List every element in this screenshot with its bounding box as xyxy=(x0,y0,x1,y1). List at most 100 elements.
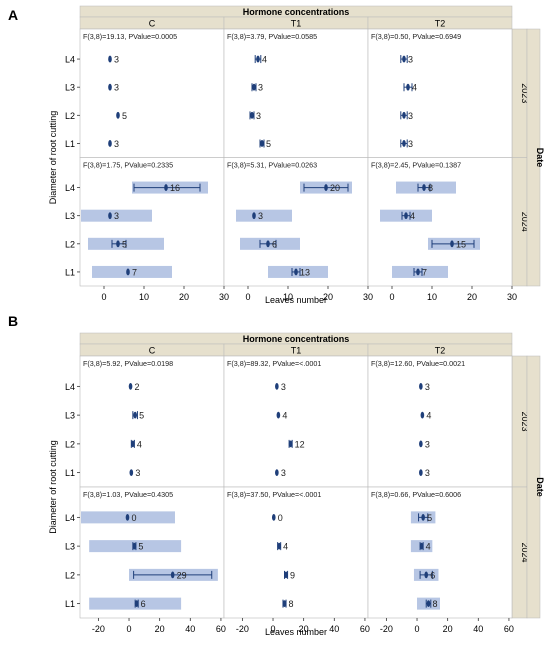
mean-marker xyxy=(402,140,406,147)
x-tick-label: 60 xyxy=(360,624,370,634)
date-strip xyxy=(526,355,541,619)
mean-marker xyxy=(324,184,328,191)
x-tick-label: 20 xyxy=(155,624,165,634)
mean-label: 3 xyxy=(281,382,286,392)
cell-frame xyxy=(367,355,513,488)
mean-marker xyxy=(421,513,425,521)
column-label: T1 xyxy=(291,19,302,29)
mean-label: 3 xyxy=(114,55,119,65)
mean-label: 3 xyxy=(256,111,261,121)
x-tick-label: 0 xyxy=(101,292,106,302)
mean-marker xyxy=(129,469,134,477)
cell-frame xyxy=(223,355,369,488)
column-label: T1 xyxy=(291,346,302,356)
x-tick-label: 0 xyxy=(415,624,420,634)
cell: 3 4 3 3 F(3,8)=12.60, PValue=0.0021 xyxy=(367,355,513,488)
x-tick-label: 20 xyxy=(179,292,189,302)
x-tick-label: 0 xyxy=(389,292,394,302)
anova-stat: F(3,8)=1.03, PValue=0.4305 xyxy=(83,490,173,499)
mean-label: 5 xyxy=(122,111,127,121)
mean-marker xyxy=(275,469,279,477)
cell-frame xyxy=(79,28,225,158)
x-tick-label: 0 xyxy=(245,292,250,302)
mean-label: 4 xyxy=(410,211,415,221)
column-label: T2 xyxy=(435,19,446,29)
x-axis-title: Leaves number xyxy=(265,627,327,637)
x-tick-label: 10 xyxy=(139,292,149,302)
mean-marker xyxy=(128,382,133,390)
x-tick-label: 10 xyxy=(427,292,437,302)
mean-label: 13 xyxy=(300,267,310,277)
mean-marker xyxy=(126,268,130,276)
x-tick-label: 30 xyxy=(507,292,517,302)
x-tick-label: 0 xyxy=(127,624,132,634)
y-tick-label: L4 xyxy=(65,55,75,65)
x-tick-label: 60 xyxy=(216,624,226,634)
x-tick-label: -20 xyxy=(236,624,249,634)
mean-label: 4 xyxy=(137,439,142,449)
anova-stat: F(3,8)=2.45, PValue=0.1387 xyxy=(371,161,461,170)
mean-label: 3 xyxy=(114,211,119,221)
cell-frame xyxy=(79,355,225,488)
mean-marker xyxy=(250,111,254,119)
anova-stat: F(3,8)=89.32, PValue=<.0001 xyxy=(227,359,321,368)
mean-marker xyxy=(419,469,423,477)
y-tick-label: L1 xyxy=(65,267,75,277)
mean-marker xyxy=(275,382,279,390)
mean-marker xyxy=(276,411,281,419)
year-label: 2023 xyxy=(520,83,530,103)
mean-label: 6 xyxy=(272,239,277,249)
mean-label: 2 xyxy=(135,382,140,392)
column-label: C xyxy=(149,19,156,29)
y-tick-label: L1 xyxy=(65,139,75,149)
mean-marker xyxy=(424,571,429,579)
mean-marker xyxy=(420,411,425,419)
mean-label: 3 xyxy=(408,111,413,121)
mean-label: 7 xyxy=(132,267,137,277)
mean-marker xyxy=(426,600,431,608)
mean-label: 5 xyxy=(266,139,271,149)
mean-label: 8 xyxy=(428,183,433,193)
anova-stat: F(3,8)=19.13, PValue=0.0005 xyxy=(83,32,177,41)
mean-label: 8 xyxy=(433,599,438,609)
x-tick-label: 10 xyxy=(283,292,293,302)
mean-label: 5 xyxy=(138,542,143,552)
cell-frame xyxy=(367,157,513,287)
cell: 3 3 5 3 F(3,8)=19.13, PValue=0.0005 xyxy=(79,28,225,158)
mean-marker xyxy=(252,212,256,220)
cell: 3 4 3 3 F(3,8)=0.50, PValue=0.6949 xyxy=(367,28,513,158)
mean-label: 3 xyxy=(258,83,263,93)
mean-marker xyxy=(422,184,426,191)
y-tick-label: L4 xyxy=(65,382,75,392)
mean-marker xyxy=(108,212,112,220)
mean-label: 0 xyxy=(131,513,136,523)
x-tick-label: -20 xyxy=(92,624,105,634)
y-tick-label: L4 xyxy=(65,513,75,523)
anova-stat: F(3,8)=5.92, PValue=0.0198 xyxy=(83,359,173,368)
mean-label: 12 xyxy=(295,439,305,449)
date-label: Date xyxy=(535,477,545,497)
mean-label: 3 xyxy=(425,382,430,392)
mean-label: 3 xyxy=(258,211,263,221)
mean-label: 3 xyxy=(425,439,430,449)
mean-marker xyxy=(419,542,424,550)
mean-label: 3 xyxy=(281,468,286,478)
year-label: 2023 xyxy=(520,411,530,431)
y-tick-label: L2 xyxy=(65,239,75,249)
mean-marker xyxy=(404,212,408,220)
interval-band xyxy=(236,209,292,222)
mean-marker xyxy=(282,600,287,608)
x-tick-label: 30 xyxy=(219,292,229,302)
y-tick-label: L3 xyxy=(65,542,75,552)
y-tick-label: L3 xyxy=(65,411,75,421)
x-tick-label: 40 xyxy=(473,624,483,634)
x-tick-label: -20 xyxy=(380,624,393,634)
mean-label: 3 xyxy=(408,55,413,65)
mean-marker xyxy=(288,440,293,448)
mean-marker xyxy=(406,83,410,91)
mean-label: 4 xyxy=(283,542,288,552)
mean-label: 3 xyxy=(408,139,413,149)
x-axis-title: Leaves number xyxy=(265,295,327,305)
mean-marker xyxy=(108,55,112,63)
